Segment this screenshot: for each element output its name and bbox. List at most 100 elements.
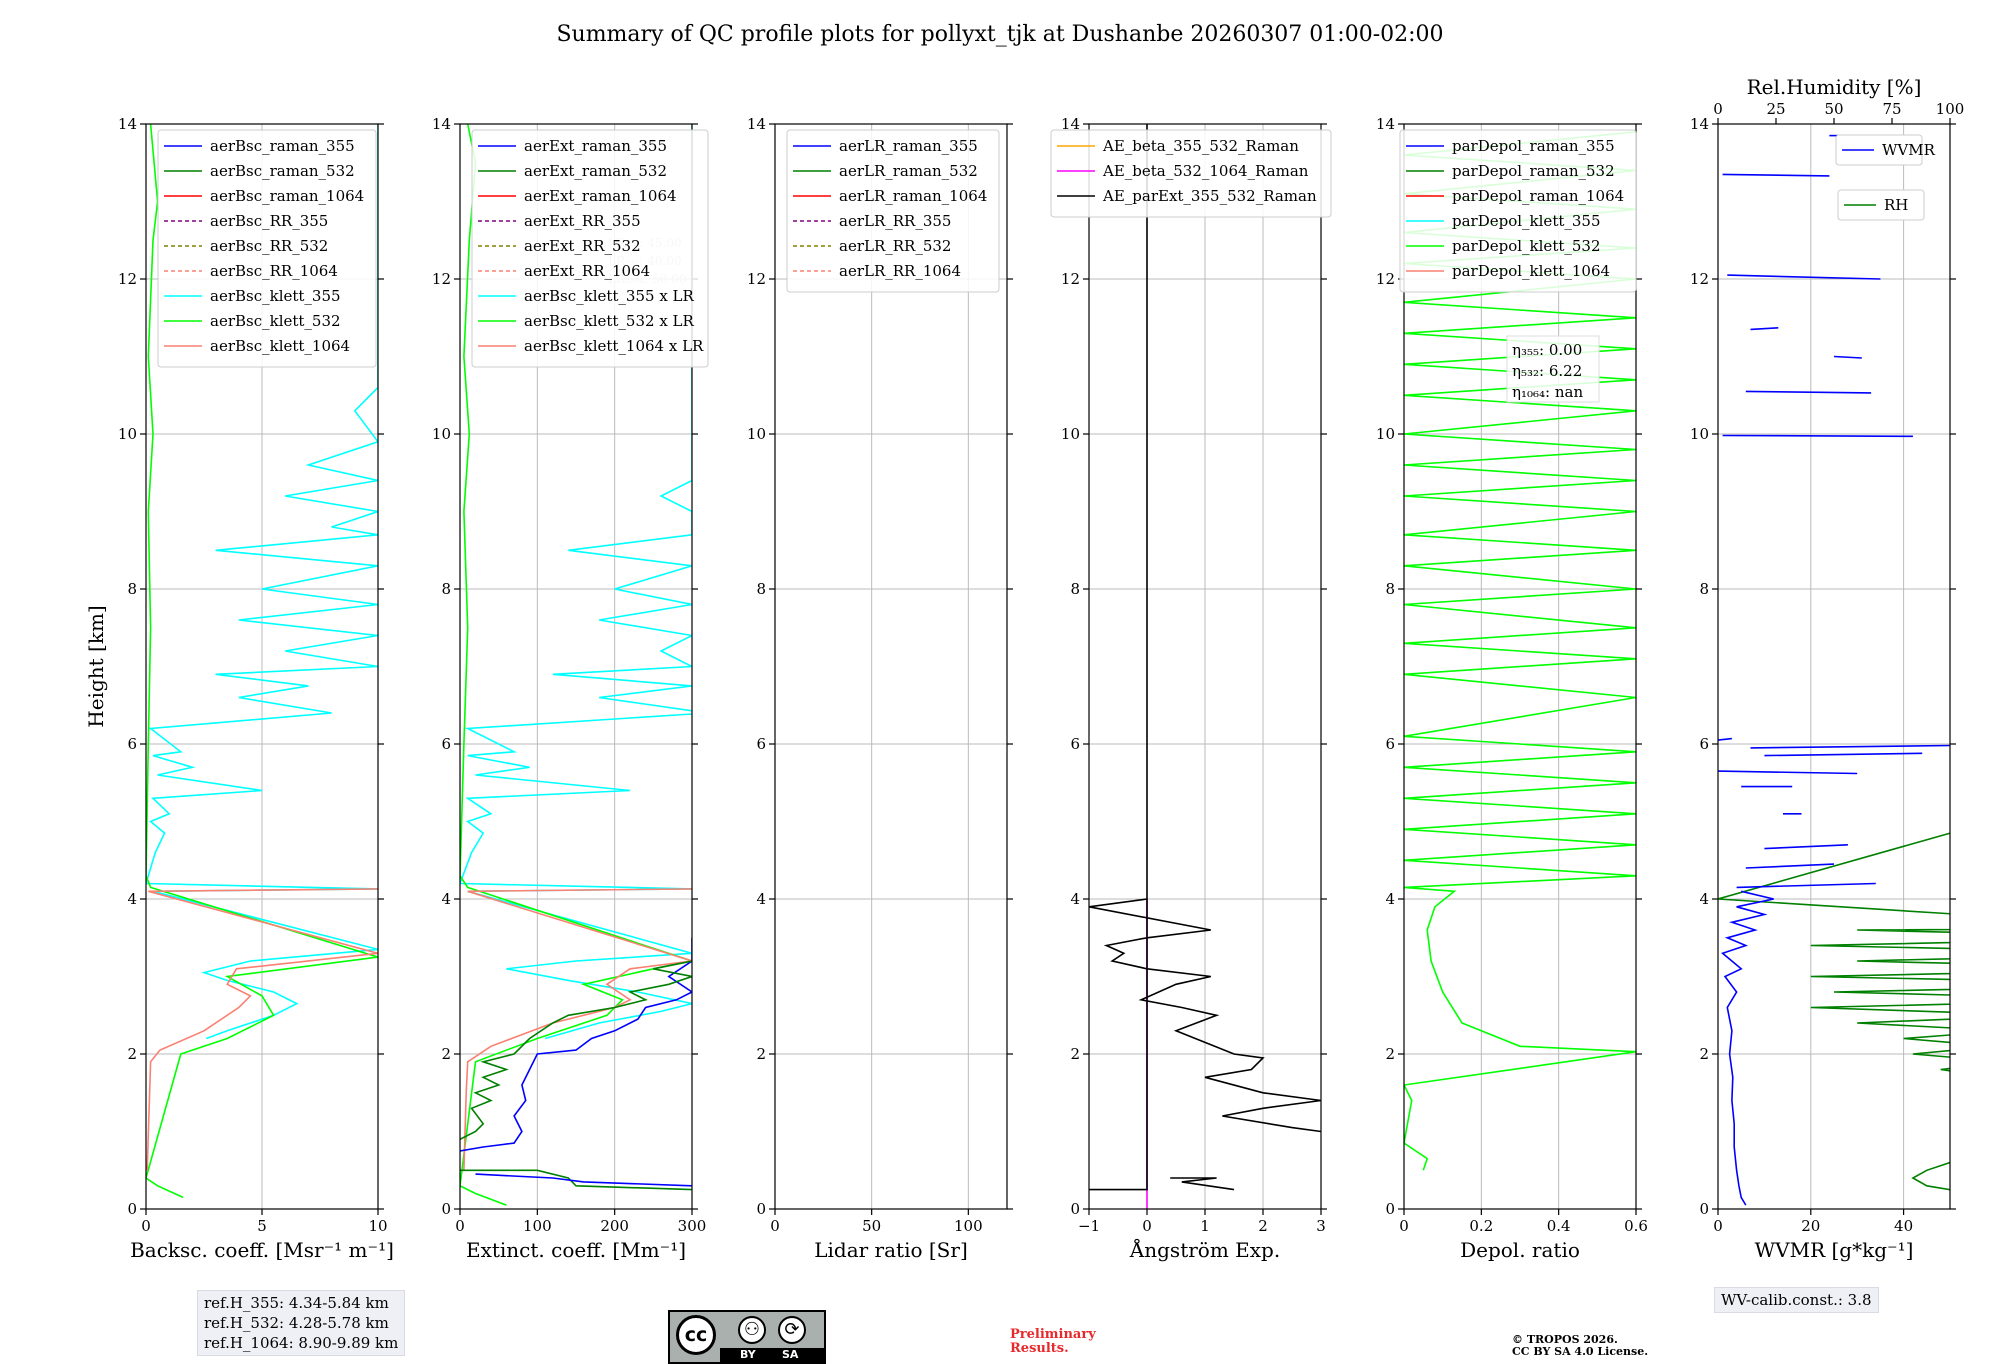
badge-by-label: BY — [740, 1348, 756, 1361]
y-tick-label-ext: 12 — [432, 270, 451, 288]
legend-bsc: aerBsc_raman_355 aerBsc_raman_532 aerBsc_r… — [157, 129, 377, 368]
y-tick-label-bsc: 6 — [127, 735, 137, 753]
x-axis-label-wv: WVMR [g*kg⁻¹] — [1755, 1238, 1914, 1262]
y-tick-label-bsc: 12 — [118, 270, 137, 288]
legend-box-ext — [471, 129, 709, 368]
legend-label-aerBsc_klett_355 x LR: aerBsc_klett_355 x LR — [524, 287, 695, 305]
series-group-depol — [1404, 131, 1636, 1171]
legend-box-1 — [1837, 189, 1925, 221]
y-tick-label-bsc: 10 — [118, 425, 137, 443]
x-tick-label-depol: 0.2 — [1469, 1217, 1493, 1235]
legend-label-RH: RH — [1884, 196, 1908, 214]
y-tick-label-lr: 2 — [756, 1045, 766, 1063]
ref-height-532: ref.H_532: 4.28-5.78 km — [204, 1314, 389, 1332]
x-tick-label-wv: 0 — [1713, 1217, 1723, 1235]
eta-box — [1506, 335, 1600, 403]
legend-label-aerBsc_RR_1064: aerBsc_RR_1064 — [210, 262, 338, 280]
x-tick-label-ext: 300 — [678, 1217, 707, 1235]
legend-box-0 — [1835, 134, 1923, 166]
x-axis-label-lr: Lidar ratio [Sr] — [814, 1238, 968, 1262]
series-aerBsc_klett_1064 — [146, 888, 378, 1171]
y-tick-label-ae: 4 — [1070, 890, 1080, 908]
axes-frame-depol — [1403, 123, 1637, 1210]
series-WVMR_h11 — [1745, 390, 1872, 394]
series-group-ae — [1089, 124, 1321, 1209]
y-tick-label-wv: 4 — [1699, 890, 1709, 908]
y-tick-label-wv: 12 — [1690, 270, 1709, 288]
panel-lr: 0 50 100 0 2 4 6 8 10 12 14 Lidar ratio [Sr] aerLR_r… — [747, 115, 1013, 1262]
axes-frame-wv — [1717, 123, 1951, 1210]
x-tick-label-lr: 0 — [770, 1217, 780, 1235]
series-WVMR_h12 — [1833, 355, 1862, 359]
x-tick-label-ext: 0 — [455, 1217, 465, 1235]
cc-logo-icon: cc — [676, 1315, 716, 1355]
series-WVMR_h7 — [1750, 744, 1950, 749]
legend-label-aerBsc_raman_532: aerBsc_raman_532 — [210, 162, 355, 180]
y-tick-label-lr: 4 — [756, 890, 766, 908]
legend-label-aerExt_raman_1064: aerExt_raman_1064 — [524, 187, 677, 205]
x-tick-label-ae: 1 — [1200, 1217, 1210, 1235]
series-aerExt_raman_355 — [460, 937, 692, 1152]
y-tick-label-ext: 8 — [441, 580, 451, 598]
x-tick-label-bsc: 5 — [257, 1217, 267, 1235]
legend-label-AE_parExt_355_532_Raman: AE_parExt_355_532_Raman — [1102, 187, 1317, 205]
by-person-icon: ⚇ — [738, 1316, 766, 1344]
series-aerBsc_klett_1064 x LR — [463, 888, 692, 1171]
y-tick-label-wv: 2 — [1699, 1045, 1709, 1063]
x-axis-label-depol: Depol. ratio — [1460, 1238, 1580, 1262]
legend-label-aerExt_RR_355: aerExt_RR_355 — [524, 212, 641, 230]
legend-label-aerBsc_klett_532: aerBsc_klett_532 — [210, 312, 341, 330]
legend-label-aerBsc_raman_355: aerBsc_raman_355 — [210, 137, 355, 155]
legend-label-parDepol_raman_1064: parDepol_raman_1064 — [1452, 187, 1624, 205]
legend-box-lr — [786, 129, 1000, 293]
series-parDepol_klett_532 — [1404, 131, 1636, 1171]
x-tick-label-lr: 100 — [954, 1217, 983, 1235]
x-tick-label-bsc: 0 — [141, 1217, 151, 1235]
series-WVMR_h15 — [1722, 173, 1830, 177]
y-tick-label-depol: 0 — [1385, 1200, 1395, 1218]
copyright-line-1: © TROPOS 2026. — [1512, 1333, 1618, 1346]
series-WVMR_h1 — [1736, 882, 1876, 889]
y-tick-label-bsc: 2 — [127, 1045, 137, 1063]
legend-ext: aerExt_raman_355 aerExt_raman_532 aerExt_r… — [471, 129, 709, 368]
series-aerBsc_klett_355 x LR — [460, 124, 692, 1040]
y-tick-label-wv: 8 — [1699, 580, 1709, 598]
series-WVMR_h10 — [1722, 434, 1913, 438]
eta-label-0: η₃₅₅: 0.00 — [1512, 341, 1582, 359]
legend-label-aerLR_raman_1064: aerLR_raman_1064 — [839, 187, 987, 205]
y-tick-label-depol: 14 — [1376, 115, 1395, 133]
y-tick-label-wv: 6 — [1699, 735, 1709, 753]
wv-calib-box: WV-calib.const.: 3.8 — [1714, 1287, 1879, 1313]
x-axis-label-ext: Extinct. coeff. [Mm⁻¹] — [466, 1238, 686, 1262]
y-tick-label-ext: 4 — [441, 890, 451, 908]
y-tick-label-depol: 2 — [1385, 1045, 1395, 1063]
series-AE_low — [1170, 1177, 1235, 1191]
legend-wv: WVMR RH — [1835, 134, 1936, 221]
legend-label-aerExt_raman_532: aerExt_raman_532 — [524, 162, 667, 180]
panel-bsc: 0 5 10 0 2 4 6 8 10 12 14 Backsc. coeff. [Msr⁻¹ m⁻¹… — [118, 115, 394, 1262]
series-aerExt_raman_355_low — [475, 1173, 692, 1187]
legend-label-parDepol_raman_355: parDepol_raman_355 — [1452, 137, 1615, 155]
axes-frame-lr — [774, 123, 1008, 1210]
legend-box-depol — [1399, 129, 1637, 293]
y-tick-label-lr: 8 — [756, 580, 766, 598]
y-tick-label-bsc: 8 — [127, 580, 137, 598]
x-tick-label-depol: 0.4 — [1547, 1217, 1571, 1235]
series-WVMR_h5 — [1718, 770, 1858, 775]
legend-label-aerBsc_RR_355: aerBsc_RR_355 — [210, 212, 328, 230]
y-tick-label-ext: 0 — [441, 1200, 451, 1218]
axes-frame-ext — [459, 123, 693, 1210]
series-AE_parExt_355_532_Raman — [1089, 124, 1148, 1191]
x-tick-label-ae: 3 — [1316, 1217, 1326, 1235]
x-tick-label-bsc: 10 — [368, 1217, 387, 1235]
legend-label-aerLR_raman_355: aerLR_raman_355 — [839, 137, 978, 155]
legend-label-aerLR_RR_532: aerLR_RR_532 — [839, 237, 951, 255]
legend-label-WVMR: WVMR — [1882, 141, 1936, 159]
legend-label-aerBsc_klett_532 x LR: aerBsc_klett_532 x LR — [524, 312, 695, 330]
y-tick-label-ae: 6 — [1070, 735, 1080, 753]
legend-label-aerLR_RR_355: aerLR_RR_355 — [839, 212, 951, 230]
preliminary-line-2: Results. — [1010, 1341, 1069, 1356]
panel-wv: 0 20 40 0 2 4 6 8 10 12 14 WVMR [g*kg⁻¹] 0 25 50 75 100 R… — [1690, 75, 1964, 1262]
legend-label-parDepol_klett_1064: parDepol_klett_1064 — [1452, 262, 1610, 280]
